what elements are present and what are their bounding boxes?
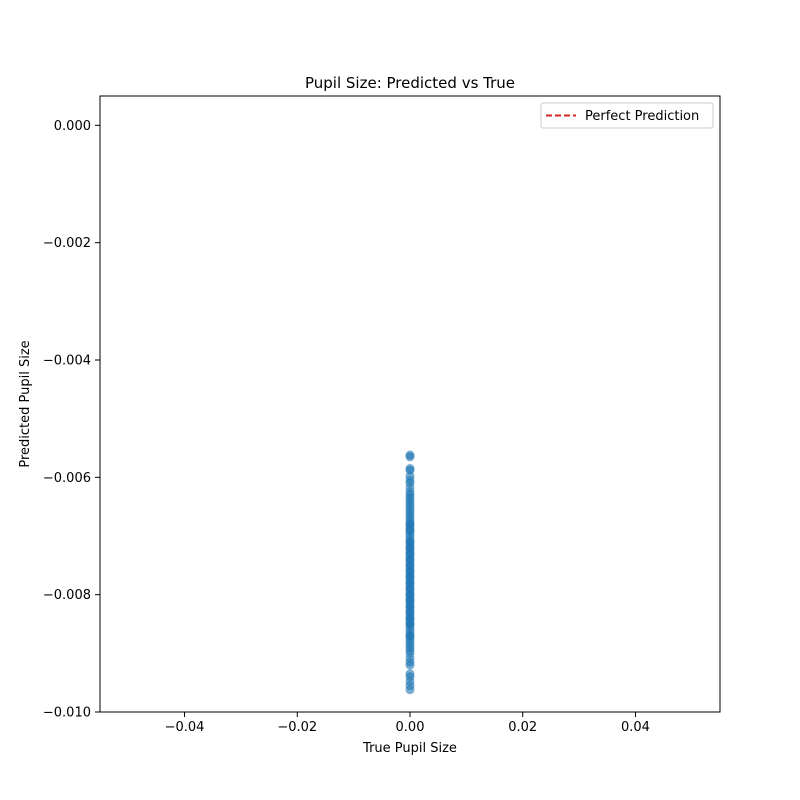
- legend-box: [540, 102, 714, 129]
- scatter-point: [405, 452, 415, 462]
- scatter-point: [405, 572, 415, 582]
- x-axis-label: True Pupil Size: [362, 741, 457, 756]
- scatter-point: [405, 685, 415, 695]
- scatter-point: [405, 607, 415, 617]
- scatter-point: [405, 584, 415, 594]
- x-tick-label: −0.04: [165, 720, 205, 735]
- chart-title: Pupil Size: Predicted vs True: [305, 74, 515, 92]
- scatter-point: [405, 631, 415, 641]
- scatter-point: [405, 596, 415, 606]
- y-tick-label: −0.010: [43, 706, 91, 721]
- scatter-point: [405, 660, 415, 670]
- y-tick-label: −0.006: [43, 471, 91, 486]
- scatter-point: [405, 619, 415, 629]
- y-axis-ticks: 0.000 −0.002 −0.004 −0.006 −0.008 −0.010: [43, 119, 100, 721]
- y-tick-label: −0.008: [43, 588, 91, 603]
- y-tick-label: −0.002: [43, 236, 91, 251]
- scatter-point: [405, 537, 415, 547]
- scatter-point: [405, 519, 415, 529]
- x-tick-label: 0.04: [621, 720, 650, 735]
- y-tick-label: 0.000: [54, 119, 91, 134]
- x-axis-ticks: −0.04 −0.02 0.00 0.02 0.04: [165, 712, 650, 735]
- scatter-point: [405, 549, 415, 559]
- legend: Perfect Prediction: [540, 102, 714, 129]
- legend-label-perfect-prediction: Perfect Prediction: [585, 109, 699, 124]
- scatter-points: [405, 450, 415, 695]
- x-tick-label: 0.00: [396, 720, 425, 735]
- y-tick-label: −0.004: [43, 354, 91, 369]
- y-axis-label: Predicted Pupil Size: [18, 340, 33, 467]
- scatter-point: [405, 560, 415, 570]
- x-tick-label: −0.02: [277, 720, 317, 735]
- x-tick-label: 0.02: [508, 720, 537, 735]
